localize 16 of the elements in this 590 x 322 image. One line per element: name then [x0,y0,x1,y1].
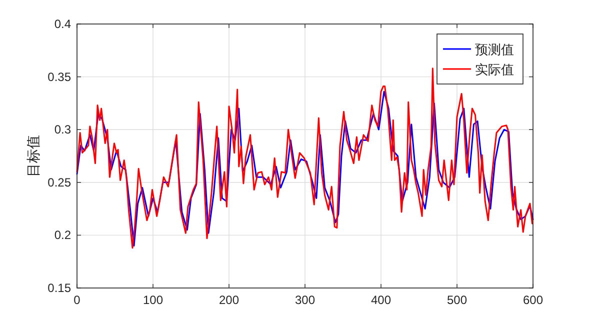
x-tick-label: 300 [294,293,316,307]
x-tick-label: 400 [370,293,392,307]
y-tick-label: 0.4 [54,17,72,31]
y-tick-label: 0.15 [48,281,72,295]
x-tick-label: 100 [142,293,164,307]
x-tick-label: 600 [522,293,544,307]
x-tick-label: 200 [218,293,240,307]
legend-label: 预测值 [475,42,514,57]
y-tick-label: 0.25 [48,175,72,190]
x-tick-label: 500 [446,293,468,307]
x-tick-label: 0 [74,293,81,307]
y-axis-title: 目标值 [26,135,42,177]
y-tick-label: 0.2 [54,228,72,242]
y-tick-label: 0.3 [54,122,72,137]
y-tick-label: 0.35 [48,70,72,84]
legend-label: 实际值 [475,62,514,77]
